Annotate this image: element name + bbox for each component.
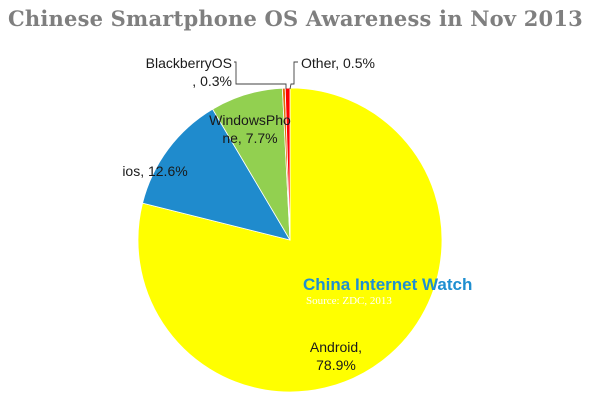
leader-line-other	[289, 61, 298, 90]
data-label-blackberryos: BlackberryOS, 0.3%	[146, 55, 232, 89]
data-label-android: Android, 78.9%	[310, 339, 362, 373]
leader-line-blackberryos	[234, 61, 287, 89]
data-labels: Android, 78.9% ios, 12.6% WindowsPho ne, 7.7…	[122, 55, 375, 373]
watermark-text: China Internet Watch	[303, 275, 472, 294]
data-label-ios: ios, 12.6%	[122, 163, 187, 179]
source-text: Source: ZDC, 2013	[306, 295, 392, 307]
chart-title: Chinese Smartphone OS Awareness in Nov 2…	[8, 6, 583, 31]
data-label-windowsphone: WindowsPho ne, 7.7%	[209, 112, 291, 146]
data-label-other: Other, 0.5%	[301, 55, 375, 71]
pie-slice-ios	[142, 108, 291, 241]
pie-slices	[137, 87, 443, 393]
leader-lines	[234, 61, 298, 90]
